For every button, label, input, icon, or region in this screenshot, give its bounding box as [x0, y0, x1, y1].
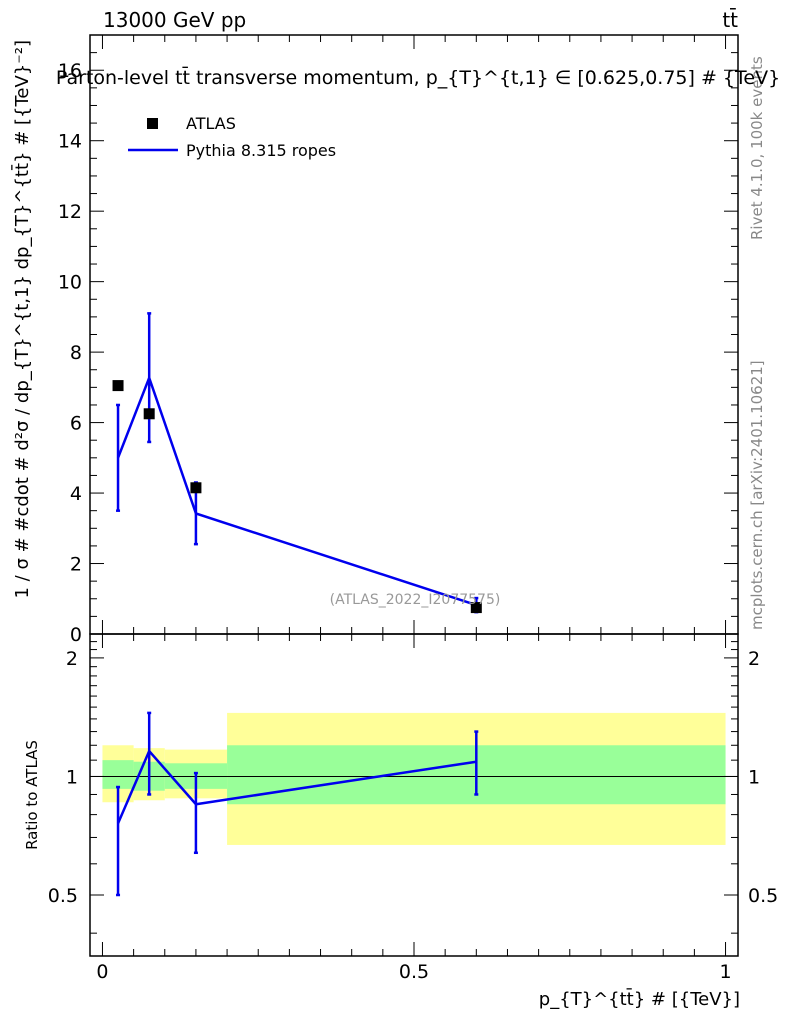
- ratio-y-tick-label: 1: [66, 766, 78, 788]
- main-y-tick-label: 12: [58, 201, 82, 223]
- legend-label-pythia: Pythia 8.315 ropes: [186, 141, 336, 160]
- process-label: tt̄: [722, 7, 738, 32]
- ratio-y-tick-label-right: 2: [748, 648, 760, 670]
- main-y-tick-label: 0: [70, 624, 82, 646]
- ratio-x-ticks: 0 0.5 1: [96, 634, 732, 983]
- main-y-tick-label: 2: [70, 554, 82, 576]
- mcplots-label: mcplots.cern.ch [arXiv:2401.10621]: [748, 360, 766, 630]
- main-y-tick-label: 10: [58, 272, 82, 294]
- ratio-y-tick-label: 0.5: [48, 885, 78, 907]
- legend: ATLAS Pythia 8.315 ropes: [128, 114, 336, 160]
- atlas-data-point: [190, 482, 202, 494]
- x-tick-label: 1: [719, 961, 731, 983]
- legend-marker-atlas: [147, 118, 158, 129]
- ratio-y-ticks: 0.5 0.5 1 1 2 2: [48, 641, 778, 934]
- atlas-data-point: [112, 380, 124, 392]
- x-tick-label: 0.5: [399, 961, 429, 983]
- ratio-y-tick-label-right: 1: [748, 766, 760, 788]
- uncertainty-band-1sigma: [102, 760, 134, 789]
- main-panel: 0 2 4 6 8 10 12 14 16 Parton-level tt̄ transvers…: [11, 34, 780, 646]
- ratio-y-tick-label-right: 0.5: [748, 885, 778, 907]
- rivet-label: Rivet 4.1.0, 100k events: [748, 56, 766, 240]
- x-tick-label: 0: [96, 961, 108, 983]
- atlas-data-point: [470, 602, 482, 614]
- main-y-tick-label: 16: [58, 60, 82, 82]
- energy-label: 13000 GeV pp: [103, 8, 246, 32]
- pythia-line: [116, 374, 477, 607]
- main-y-tick-label: 8: [70, 342, 82, 364]
- main-y-axis-label: 1 / σ # #cdot # d²σ / dp_{T}^{t,1} dp_{T…: [11, 40, 33, 599]
- main-y-tick-label: 14: [58, 131, 82, 153]
- ratio-line: [116, 748, 477, 824]
- main-y-ticks: 0 2 4 6 8 10 12 14 16: [58, 34, 738, 646]
- main-title: Parton-level tt̄ transverse momentum, p_…: [56, 65, 780, 89]
- main-y-tick-label: 6: [70, 413, 82, 435]
- ratio-y-tick-label: 2: [66, 648, 78, 670]
- main-x-ticks: [101, 35, 727, 634]
- x-axis-label: p_{T}^{tt̄} # [{TeV}]: [539, 988, 740, 1010]
- main-y-tick-label: 4: [70, 483, 82, 505]
- legend-label-atlas: ATLAS: [186, 114, 236, 133]
- ratio-panel: 0.5 0.51 12 2 0 0.5 1 Ratio to ATLAS p_{T}^{t…: [23, 633, 778, 1010]
- watermark: (ATLAS_2022_I2077575): [330, 592, 501, 608]
- main-plot-area: [112, 312, 482, 614]
- ratio-y-axis-label: Ratio to ATLAS: [23, 740, 41, 850]
- ratio-plot-area: [90, 711, 738, 897]
- atlas-data-point: [143, 408, 155, 420]
